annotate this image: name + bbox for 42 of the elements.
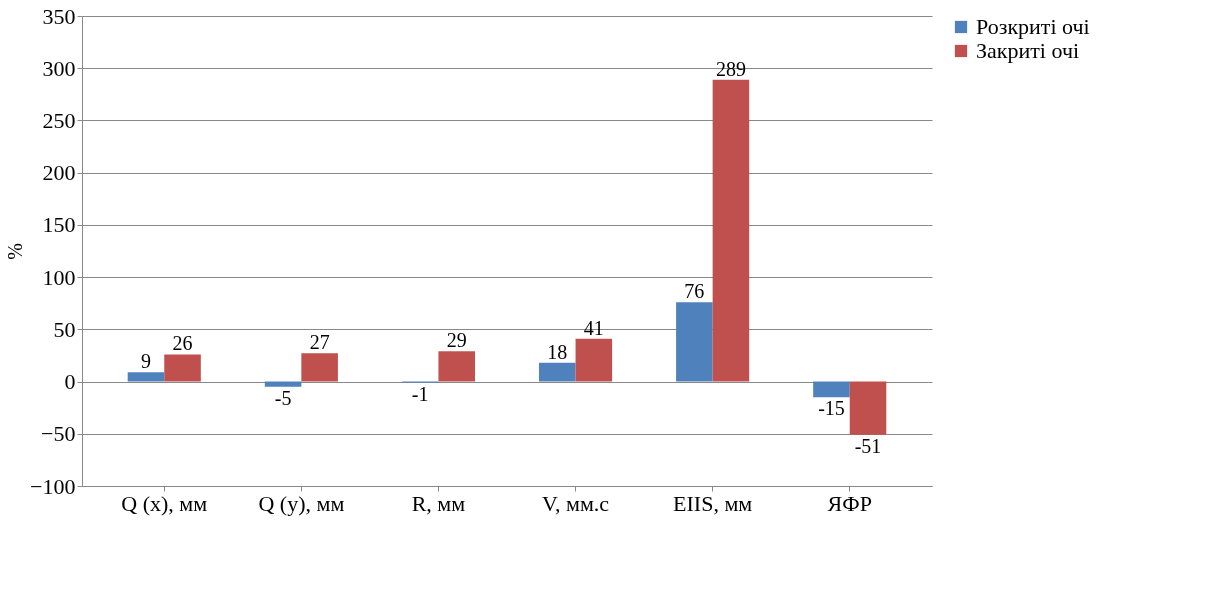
bar xyxy=(301,353,338,382)
y-tick-label: 350 xyxy=(42,3,76,29)
y-tick-label: −50 xyxy=(41,421,76,447)
bar xyxy=(538,362,576,382)
y-tick-label: −100 xyxy=(30,473,76,499)
data-label: 26 xyxy=(172,332,193,355)
data-label: 9 xyxy=(140,350,151,373)
y-tick-label: 100 xyxy=(42,264,76,290)
legend-label: Розкриті очі xyxy=(976,14,1090,39)
bar xyxy=(164,354,201,382)
y-tick-label: 250 xyxy=(42,107,76,133)
bar xyxy=(264,381,302,387)
y-tick-label: 0 xyxy=(64,369,76,395)
bar xyxy=(712,79,750,382)
x-tick-label: Q (y), мм xyxy=(258,490,345,516)
data-label: -51 xyxy=(854,434,882,457)
x-tick-label: ЯФР xyxy=(827,490,872,516)
y-tick-label: 50 xyxy=(53,316,76,342)
bar xyxy=(127,372,165,382)
bar xyxy=(676,302,713,382)
x-tick-label: R, мм xyxy=(411,490,466,516)
data-label: -15 xyxy=(818,397,845,420)
data-label: -1 xyxy=(411,382,429,405)
y-tick-label: 200 xyxy=(42,160,76,186)
x-tick-label: V, мм.с xyxy=(541,490,610,516)
data-label: 27 xyxy=(309,331,330,354)
data-label: -5 xyxy=(274,386,292,409)
legend-label: Закриті очі xyxy=(976,38,1080,63)
bar xyxy=(813,381,850,398)
bar xyxy=(849,381,887,435)
y-tick-label: 150 xyxy=(42,212,76,238)
data-label: 18 xyxy=(547,340,568,363)
data-label: 41 xyxy=(583,316,604,339)
bar xyxy=(438,351,476,382)
bar xyxy=(575,338,613,382)
y-axis-title: % xyxy=(4,243,27,260)
data-label: 76 xyxy=(684,280,705,303)
x-tick-label: Q (x), мм xyxy=(121,490,208,516)
data-label: 289 xyxy=(715,57,746,80)
data-label: 29 xyxy=(446,329,467,352)
y-tick-label: 300 xyxy=(42,55,76,81)
x-tick-label: EIIS, мм xyxy=(673,490,753,516)
